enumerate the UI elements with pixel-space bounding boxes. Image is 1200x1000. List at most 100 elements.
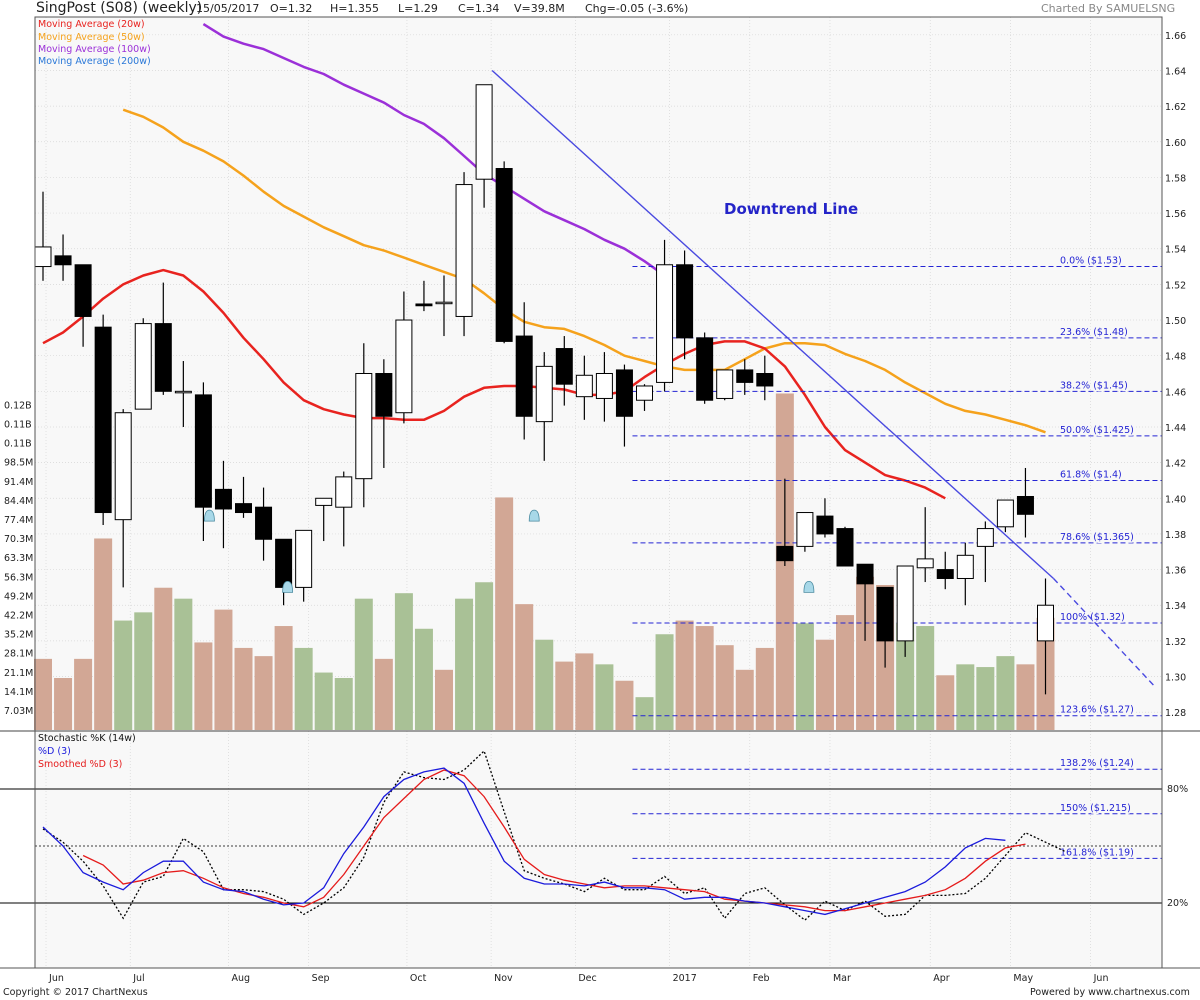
candle-body [375, 373, 393, 417]
price-tick-label: 1.66 [1165, 31, 1186, 42]
candle-body [34, 246, 52, 268]
ma100-line [202, 23, 666, 277]
volume-bar [114, 620, 133, 730]
candle-body [54, 255, 72, 266]
candle-body [976, 528, 994, 547]
powered-by: Powered by www.chartnexus.com [1030, 987, 1190, 998]
candle-body [475, 84, 493, 180]
candle-body [555, 348, 573, 385]
fib-level-label: 123.6% ($1.27) [1060, 705, 1134, 716]
fib-level-label: 38.2% ($1.45) [1060, 380, 1128, 391]
legend-ma50: Moving Average (50w) [38, 32, 145, 43]
fib-level-label: 150% ($1.215) [1060, 803, 1131, 814]
volume-bar [234, 647, 253, 730]
volume-tick-label: 21.1M [4, 668, 33, 679]
volume-tick-label: 28.1M [4, 649, 33, 660]
legend-stoch-d: %D (3) [38, 746, 71, 757]
alert-bell-icon [204, 509, 215, 522]
date-tick-label: Jul [132, 973, 144, 984]
candle-body [74, 264, 92, 317]
volume-bar [435, 669, 453, 730]
candle-body [776, 545, 794, 562]
volume-tick-label: 91.4M [4, 477, 33, 488]
legend-ma20: Moving Average (20w) [38, 19, 145, 30]
candle-body [876, 586, 894, 642]
alert-bell-icon [803, 580, 815, 593]
header-low: L=1.29 [398, 2, 438, 15]
volume-bar [976, 667, 995, 730]
candle-body [495, 168, 513, 342]
volume-tick-label: 77.4M [4, 515, 33, 526]
volume-tick-label: 7.03M [4, 706, 33, 717]
volume-tick-label: 0.12B [4, 400, 32, 411]
volume-bar [94, 538, 113, 730]
candle-body [636, 385, 653, 401]
candle-body [936, 569, 954, 579]
volume-tick-label: 63.3M [4, 553, 33, 564]
fib-level-label: 138.2% ($1.24) [1060, 758, 1134, 769]
candle-body [575, 374, 593, 398]
price-tick-label: 1.52 [1165, 280, 1186, 291]
volume-bar [154, 587, 173, 730]
volume-bar [414, 628, 433, 730]
candle-body [214, 488, 232, 510]
volume-bar [635, 697, 654, 730]
volume-tick-label: 49.2M [4, 591, 33, 602]
candle-body [896, 565, 914, 642]
candle-body [415, 303, 433, 307]
candle-body [194, 394, 212, 508]
candle-body [595, 373, 613, 399]
price-tick-label: 1.58 [1165, 173, 1186, 184]
price-tick-label: 1.32 [1165, 637, 1186, 648]
volume-bar [555, 661, 574, 730]
candle-body [335, 476, 353, 508]
fib-level-label: 0.0% ($1.53) [1060, 256, 1122, 267]
candle-body [455, 184, 473, 317]
date-tick-label: Mar [833, 973, 851, 984]
date-tick-label: May [1013, 973, 1033, 984]
price-tick-label: 1.56 [1165, 209, 1186, 220]
candle-body [515, 335, 533, 417]
date-tick-label: Feb [753, 973, 770, 984]
volume-bar [455, 598, 474, 730]
volume-bar [795, 623, 814, 730]
legend-stoch-sd: Smoothed %D (3) [38, 759, 123, 770]
stoch-d-line [42, 767, 1006, 916]
volume-bar [936, 675, 955, 730]
volume-bar [194, 642, 213, 730]
volume-bar [735, 669, 754, 730]
header-volume: V=39.8M [514, 2, 565, 15]
volume-bar [916, 626, 935, 730]
stoch-tick-label: 80% [1167, 784, 1188, 795]
date-tick-label: Jun [48, 973, 64, 984]
price-tick-label: 1.64 [1165, 66, 1186, 77]
volume-bar [1016, 664, 1035, 730]
alert-bell-icon [528, 509, 540, 522]
price-tick-label: 1.48 [1165, 352, 1186, 363]
volume-tick-label: 84.4M [4, 496, 33, 507]
candle-body [856, 563, 874, 585]
copyright: Copyright © 2017 ChartNexus [3, 987, 148, 998]
downtrend-line-extension [1053, 578, 1155, 686]
price-tick-label: 1.30 [1165, 673, 1186, 684]
volume-bar [314, 672, 333, 730]
volume-bar [214, 609, 233, 730]
ma50-line [122, 108, 1046, 434]
candle-body [295, 529, 313, 588]
volume-bar [54, 678, 73, 730]
candle-body [315, 497, 333, 506]
header-change: Chg=-0.05 (-3.6%) [585, 2, 689, 15]
date-tick-label: Oct [410, 973, 427, 984]
date-tick-label: Sep [312, 973, 330, 984]
price-tick-label: 1.62 [1165, 102, 1186, 113]
candle-body [836, 528, 854, 567]
fib-level-label: 161.8% ($1.19) [1060, 847, 1134, 858]
volume-tick-label: 0.11B [4, 439, 32, 450]
legend-ma100: Moving Average (100w) [38, 44, 151, 55]
date-tick-label: Jun [1093, 973, 1109, 984]
volume-tick-label: 0.11B [4, 420, 32, 431]
header-date: 15/05/2017 [196, 2, 260, 15]
volume-bar [815, 639, 834, 730]
fib-level-label: 50.0% ($1.425) [1060, 425, 1134, 436]
